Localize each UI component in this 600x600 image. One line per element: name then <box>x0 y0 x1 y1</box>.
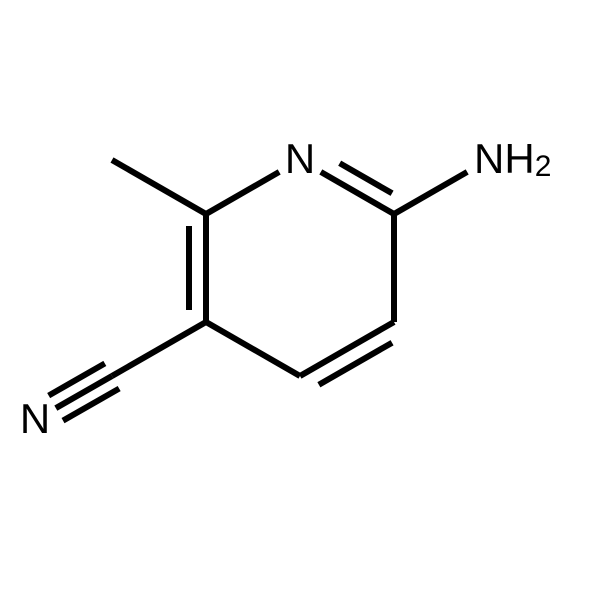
bond-line <box>63 389 119 421</box>
bond-line <box>112 160 206 214</box>
bond-line <box>394 172 467 214</box>
molecule-diagram: N NH2 N <box>0 0 600 600</box>
bond-line <box>56 376 112 408</box>
bond-line <box>206 172 279 214</box>
bond-line <box>49 363 105 395</box>
atom-label-nh2: NH2 <box>474 135 551 183</box>
bond-line <box>319 343 392 385</box>
bond-line <box>206 322 300 376</box>
bond-line <box>112 322 206 376</box>
bond-line <box>321 172 394 214</box>
atom-label-n1: N <box>285 135 315 182</box>
atom-label-cn_n: N <box>20 395 50 442</box>
